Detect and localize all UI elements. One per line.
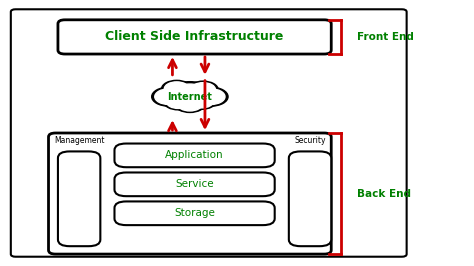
FancyBboxPatch shape <box>48 133 331 254</box>
Text: Management: Management <box>54 136 105 145</box>
Text: Back End: Back End <box>357 189 411 198</box>
Text: Client Side Infrastructure: Client Side Infrastructure <box>105 30 284 43</box>
Circle shape <box>152 87 186 106</box>
FancyBboxPatch shape <box>115 201 275 225</box>
Circle shape <box>162 80 192 97</box>
FancyBboxPatch shape <box>11 9 407 257</box>
Circle shape <box>188 94 216 109</box>
Circle shape <box>166 95 190 109</box>
Text: Front End: Front End <box>357 32 414 42</box>
Circle shape <box>194 87 228 106</box>
Text: Application: Application <box>165 150 224 160</box>
Text: Service: Service <box>175 179 214 189</box>
FancyBboxPatch shape <box>289 151 331 246</box>
Circle shape <box>190 95 213 108</box>
Text: Security: Security <box>294 136 326 145</box>
Circle shape <box>171 84 209 106</box>
Circle shape <box>166 82 213 108</box>
Circle shape <box>164 94 192 110</box>
Text: Internet: Internet <box>167 93 212 102</box>
Circle shape <box>188 81 218 98</box>
FancyBboxPatch shape <box>115 144 275 167</box>
FancyBboxPatch shape <box>58 151 100 246</box>
Circle shape <box>164 82 189 96</box>
Text: Storage: Storage <box>174 208 215 218</box>
FancyBboxPatch shape <box>115 172 275 196</box>
FancyBboxPatch shape <box>58 20 331 54</box>
Circle shape <box>191 83 216 97</box>
Circle shape <box>177 97 202 111</box>
Circle shape <box>175 95 205 113</box>
Circle shape <box>155 89 182 105</box>
Circle shape <box>197 89 225 105</box>
